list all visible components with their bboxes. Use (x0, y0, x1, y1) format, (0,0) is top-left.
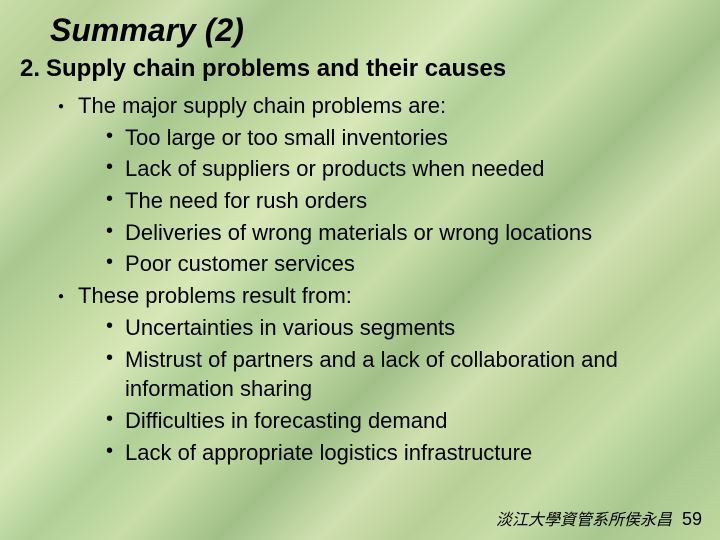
bullet-dot-icon: • (106, 313, 113, 340)
footer: 淡江大學資管系所侯永昌 59 (496, 506, 702, 530)
bullet-dot-icon: • (106, 218, 113, 245)
sub-list-item: • Difficulties in forecasting demand (106, 406, 690, 436)
sub-list-item: • Too large or too small inventories (106, 123, 690, 153)
page-number: 59 (682, 509, 702, 530)
sub-list-item-text: Uncertainties in various segments (125, 313, 455, 343)
slide: Summary (2) 2. Supply chain problems and… (0, 0, 720, 540)
bullet-dot-icon: • (106, 249, 113, 276)
sub-list-item: • Poor customer services (106, 249, 690, 279)
sub-list-item: • Uncertainties in various segments (106, 313, 690, 343)
list-item: ● The major supply chain problems are: (58, 91, 690, 121)
bullet-dot-icon: • (106, 154, 113, 181)
sub-list-item: • Deliveries of wrong materials or wrong… (106, 218, 690, 248)
sub-list-item: • Lack of suppliers or products when nee… (106, 154, 690, 184)
bullet-dot-icon: • (106, 123, 113, 150)
sub-list-item: • Mistrust of partners and a lack of col… (106, 345, 690, 404)
content-area: ● The major supply chain problems are: •… (58, 91, 690, 467)
slide-title: Summary (2) (50, 12, 720, 49)
sub-list-item-text: Difficulties in forecasting demand (125, 406, 447, 436)
sub-list-item-text: Mistrust of partners and a lack of colla… (125, 345, 690, 404)
sub-list-item: • The need for rush orders (106, 186, 690, 216)
list-item-text: The major supply chain problems are: (78, 91, 446, 121)
sub-list-item-text: Poor customer services (125, 249, 355, 279)
sub-list-item-text: Deliveries of wrong materials or wrong l… (125, 218, 592, 248)
bullet-dot-icon: • (106, 438, 113, 465)
subtitle-number: 2. (20, 55, 40, 83)
sub-list-item-text: Lack of suppliers or products when neede… (125, 154, 544, 184)
subtitle-row: 2. Supply chain problems and their cause… (20, 55, 720, 83)
bullet-dot-icon: • (106, 345, 113, 372)
footer-author: 淡江大學資管系所侯永昌 (496, 506, 672, 530)
sub-list-item-text: Too large or too small inventories (125, 123, 448, 153)
list-item: ● These problems result from: (58, 281, 690, 311)
list-item-text: These problems result from: (78, 281, 352, 311)
bullet-disc-icon: ● (58, 291, 64, 302)
sub-list-item: • Lack of appropriate logistics infrastr… (106, 438, 690, 468)
subtitle-text: Supply chain problems and their causes (46, 55, 506, 83)
sub-list-item-text: The need for rush orders (125, 186, 367, 216)
sub-list-item-text: Lack of appropriate logistics infrastruc… (125, 438, 532, 468)
bullet-dot-icon: • (106, 406, 113, 433)
bullet-disc-icon: ● (58, 101, 64, 112)
bullet-dot-icon: • (106, 186, 113, 213)
